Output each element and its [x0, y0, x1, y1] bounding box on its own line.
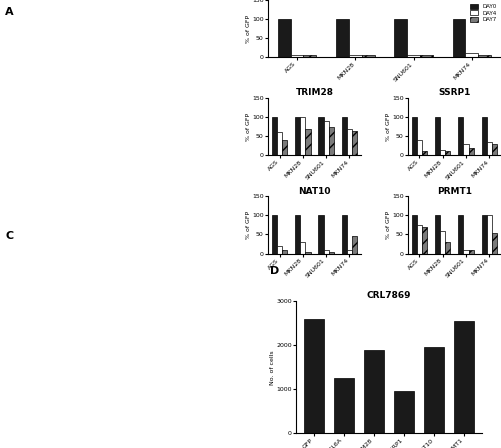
- Bar: [319, 117, 324, 155]
- Bar: [324, 250, 329, 254]
- Bar: [342, 117, 347, 155]
- Bar: [329, 252, 334, 254]
- Bar: [468, 148, 474, 155]
- Y-axis label: % of GFP: % of GFP: [245, 113, 250, 141]
- Bar: [417, 140, 422, 155]
- Legend: DAY0, DAY4, DAY7: DAY0, DAY4, DAY7: [469, 3, 498, 23]
- Bar: [412, 117, 417, 155]
- Bar: [478, 55, 491, 57]
- Bar: [278, 19, 291, 57]
- Title: NAT10: NAT10: [298, 187, 331, 196]
- Bar: [412, 215, 417, 254]
- Bar: [282, 140, 287, 155]
- Bar: [481, 215, 487, 254]
- Bar: [352, 237, 357, 254]
- Bar: [300, 242, 306, 254]
- Title: TRIM28: TRIM28: [296, 88, 334, 97]
- Bar: [295, 215, 300, 254]
- Y-axis label: % of GFP: % of GFP: [245, 211, 250, 239]
- Bar: [336, 19, 349, 57]
- Bar: [347, 129, 352, 155]
- Text: A: A: [5, 7, 14, 17]
- Bar: [272, 117, 277, 155]
- Bar: [422, 227, 427, 254]
- Bar: [481, 117, 487, 155]
- Bar: [349, 55, 362, 57]
- Bar: [487, 215, 492, 254]
- Bar: [454, 321, 474, 433]
- Bar: [435, 117, 440, 155]
- Bar: [417, 225, 422, 254]
- Bar: [291, 55, 304, 57]
- Bar: [352, 130, 357, 155]
- Bar: [463, 144, 468, 155]
- Title: PRMT1: PRMT1: [437, 187, 472, 196]
- Y-axis label: % of GFP: % of GFP: [386, 113, 391, 141]
- Bar: [329, 127, 334, 155]
- Bar: [282, 250, 287, 254]
- Bar: [492, 144, 497, 155]
- Bar: [463, 250, 468, 254]
- Bar: [324, 121, 329, 155]
- Bar: [272, 215, 277, 254]
- Bar: [435, 215, 440, 254]
- Bar: [445, 151, 450, 155]
- Bar: [364, 349, 384, 433]
- Bar: [440, 231, 445, 254]
- Y-axis label: No. of cells: No. of cells: [270, 350, 275, 384]
- Bar: [420, 55, 433, 57]
- Bar: [304, 319, 324, 433]
- Bar: [468, 250, 474, 254]
- Text: C: C: [5, 231, 14, 241]
- Bar: [304, 55, 316, 57]
- Text: D: D: [270, 266, 280, 276]
- Bar: [306, 252, 311, 254]
- Bar: [319, 215, 324, 254]
- Bar: [445, 242, 450, 254]
- Bar: [492, 233, 497, 254]
- Bar: [347, 250, 352, 254]
- Bar: [422, 151, 427, 155]
- Y-axis label: % of GFP: % of GFP: [386, 211, 391, 239]
- Bar: [424, 347, 444, 433]
- Bar: [334, 378, 354, 433]
- Bar: [300, 117, 306, 155]
- Bar: [362, 55, 375, 57]
- Bar: [465, 53, 478, 57]
- Bar: [458, 117, 463, 155]
- Title: SSRP1: SSRP1: [438, 88, 470, 97]
- Bar: [458, 215, 463, 254]
- Bar: [295, 117, 300, 155]
- Bar: [277, 246, 282, 254]
- Bar: [440, 150, 445, 155]
- Bar: [306, 129, 311, 155]
- Title: CRL7869: CRL7869: [367, 291, 411, 300]
- Bar: [487, 142, 492, 155]
- Bar: [407, 55, 420, 57]
- Bar: [342, 215, 347, 254]
- Bar: [394, 19, 407, 57]
- Text: B: B: [270, 3, 279, 13]
- Bar: [452, 19, 465, 57]
- Bar: [277, 133, 282, 155]
- Y-axis label: % of GFP: % of GFP: [245, 14, 250, 43]
- Bar: [394, 392, 414, 433]
